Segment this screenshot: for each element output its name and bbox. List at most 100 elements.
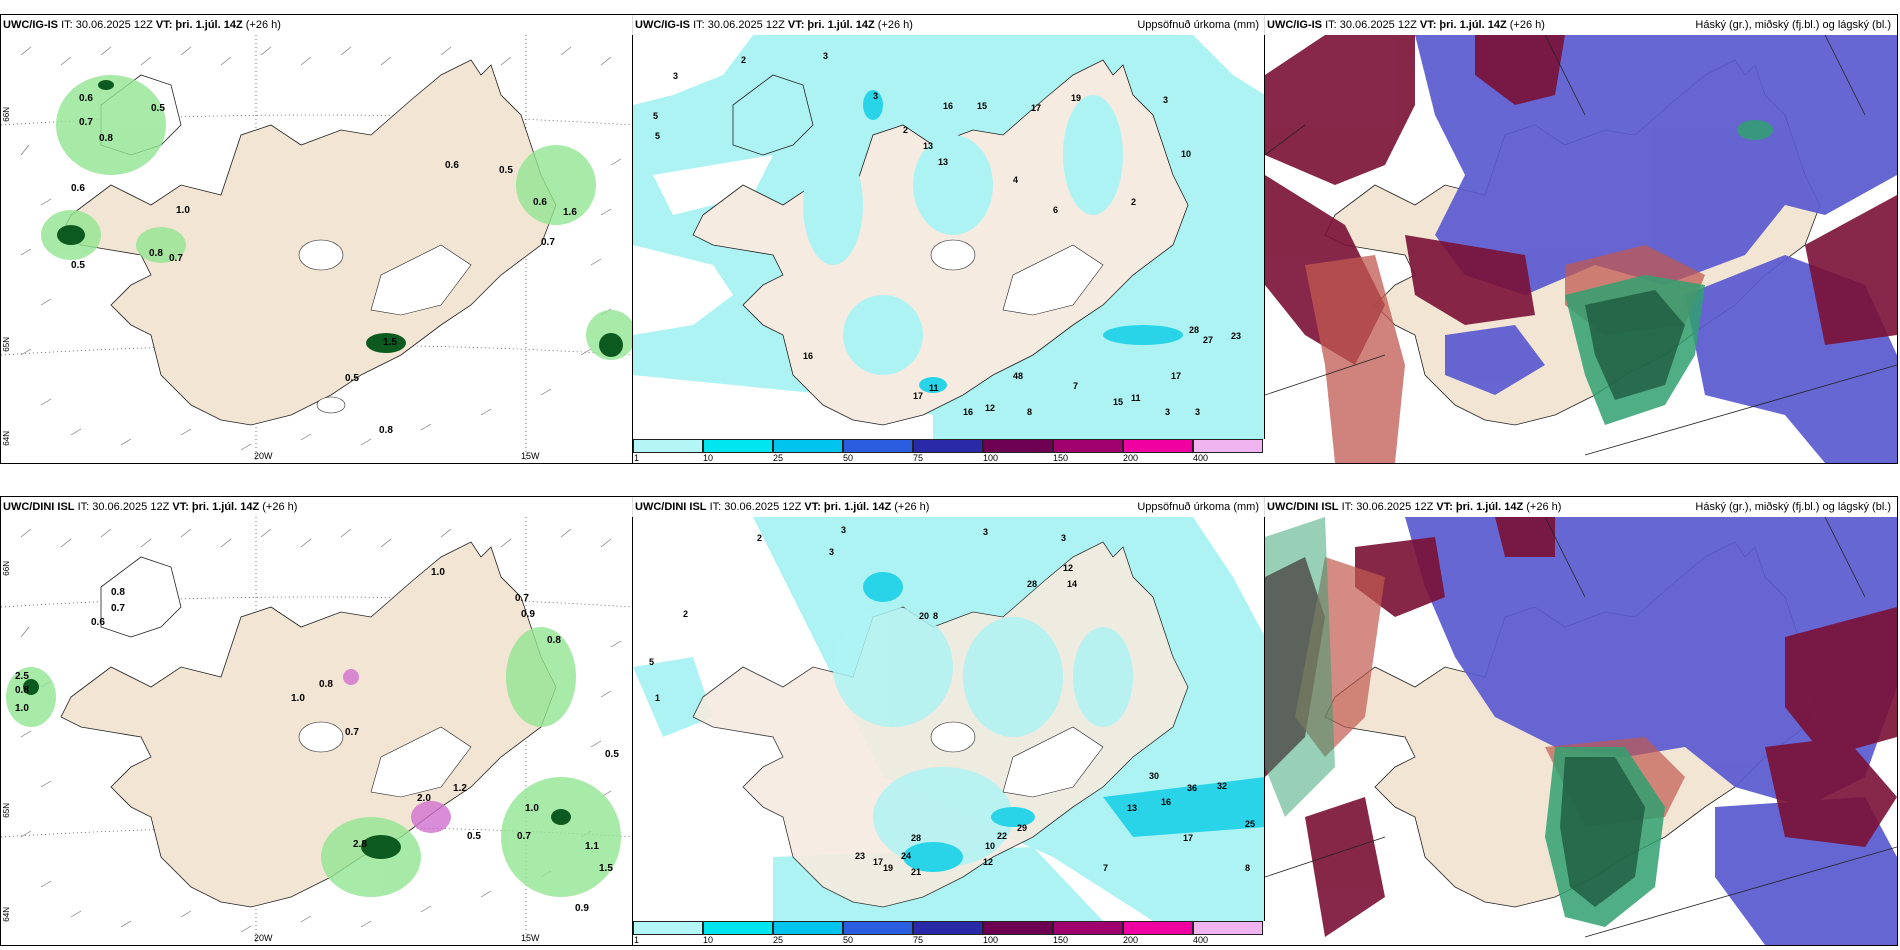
precip-value: 19 [1071, 93, 1082, 103]
precip-value: 24 [901, 851, 912, 861]
precip-value: 15 [1113, 397, 1124, 407]
colorbar-label: 100 [983, 453, 999, 463]
valid-time-label: VT: [1419, 19, 1437, 31]
precip-value: 11 [929, 383, 939, 393]
precip-value: 20 [919, 611, 930, 621]
wind-value: 0.8 [99, 133, 113, 144]
precip-value: 17 [1171, 371, 1182, 381]
longitude-label: 20W [254, 933, 273, 943]
colorbar-label: 200 [1123, 935, 1139, 945]
map-canvas[interactable] [1, 517, 633, 945]
precip-value: 4 [1013, 175, 1019, 185]
colorbar-cell [913, 439, 983, 453]
colorbar-label: 400 [1193, 453, 1209, 463]
precip-value: 16 [943, 101, 954, 111]
precip-value: 16 [963, 407, 974, 417]
model-name: UWC/DINI ISL [635, 501, 707, 513]
precip-value: 5 [649, 657, 655, 667]
wind-value: 1.1 [585, 841, 599, 852]
model-name: UWC/IG-IS [635, 19, 690, 31]
precip-value: 13 [938, 157, 949, 167]
precip-value: 32 [1217, 781, 1228, 791]
model-name: UWC/DINI ISL [3, 501, 75, 513]
precip-value: 21 [911, 867, 922, 877]
latitude-label: 64N [2, 431, 11, 446]
precip-value: 2 [741, 55, 747, 65]
precip-value: 3 [829, 547, 835, 557]
map-canvas[interactable] [633, 35, 1265, 439]
colorbar-cell [703, 439, 773, 453]
panel-dini-precip: UWC/DINI ISL IT: 30.06.2025 12Z VT: þri.… [632, 496, 1266, 946]
colorbar-label: 400 [1193, 935, 1209, 945]
valid-time-label: VT: [787, 19, 805, 31]
valid-time: þri. 1.júl. 14Z [191, 501, 260, 513]
lead-time: (+26 h) [877, 19, 913, 31]
precip-value: 10 [985, 841, 996, 851]
model-name: UWC/IG-IS [3, 19, 58, 31]
precip-value: 1 [655, 693, 661, 703]
wind-value: 0.8 [547, 635, 561, 646]
wind-value: 1.0 [525, 803, 539, 814]
precip-value: 29 [1017, 823, 1028, 833]
wind-value: 0.6 [79, 93, 93, 104]
precip-value: 3 [673, 71, 679, 81]
wind-value: 0.5 [605, 749, 619, 760]
colorbar-cell [633, 921, 703, 935]
lead-time: (+26 h) [245, 19, 281, 31]
precip-value: 27 [1203, 335, 1214, 345]
colorbar-label: 50 [843, 935, 854, 945]
precip-value: 3 [1195, 407, 1201, 417]
map-canvas[interactable] [1265, 35, 1897, 463]
valid-time: þri. 1.júl. 14Z [807, 19, 875, 31]
colorbar-label: 50 [843, 453, 854, 463]
panel-header: UWC/IG-IS IT: 30.06.2025 12Z VT: þri. 1.… [1265, 15, 1897, 35]
precip-value: 2 [683, 609, 689, 619]
colorbar-label: 75 [913, 935, 924, 945]
precip-value: 6 [1053, 205, 1059, 215]
precip-value: 7 [1073, 381, 1079, 391]
wind-value: 2.0 [417, 793, 431, 804]
wind-value: 0.8 [319, 679, 333, 690]
precip-value: 3 [823, 51, 829, 61]
precip-value: 12 [983, 857, 994, 867]
wind-value: 0.8 [111, 587, 125, 598]
wind-value: 1.6 [563, 207, 577, 218]
precip-value: 7 [1103, 863, 1109, 873]
precip-value: 28 [1027, 579, 1038, 589]
colorbar-cell [633, 439, 703, 453]
precip-value: 25 [1245, 819, 1256, 829]
wind-value: 0.6 [533, 197, 547, 208]
precip-value: 3 [1165, 407, 1171, 417]
colorbar-cell [1053, 921, 1123, 935]
latitude-label: 66N [2, 561, 11, 576]
colorbar-cell [1123, 439, 1193, 453]
panel-header: UWC/DINI ISL IT: 30.06.2025 12Z VT: þri.… [633, 497, 1265, 517]
precip-value: 8 [933, 611, 939, 621]
map-canvas[interactable] [1265, 517, 1897, 945]
precip-value: 3 [1061, 533, 1067, 543]
wind-value: 1.0 [176, 205, 190, 216]
precip-value: 8 [1027, 407, 1033, 417]
init-time: IT: 30.06.2025 12Z [693, 19, 785, 31]
precip-value: 11 [1131, 393, 1141, 403]
colorbar-cell [1053, 439, 1123, 453]
precip-value: 36 [1187, 783, 1198, 793]
valid-time-label: VT: [1436, 501, 1453, 513]
wind-value: 0.9 [575, 903, 589, 914]
longitude-label: 15W [521, 933, 540, 943]
precip-value: 3 [983, 527, 989, 537]
colorbar-cell [983, 921, 1053, 935]
model-name: UWC/IG-IS [1267, 19, 1322, 31]
init-time: IT: 30.06.2025 12Z [709, 501, 802, 513]
init-time: IT: 30.06.2025 12Z [77, 501, 170, 513]
precip-value: 15 [977, 101, 988, 111]
init-time: IT: 30.06.2025 12Z [1341, 501, 1434, 513]
map-canvas[interactable] [633, 517, 1265, 921]
wind-value: 1.5 [383, 337, 397, 348]
valid-time: þri. 1.júl. 14Z [823, 501, 892, 513]
valid-time: þri. 1.júl. 14Z [1439, 19, 1507, 31]
lead-time: (+26 h) [262, 501, 298, 513]
wind-value: 0.5 [71, 260, 85, 271]
precip-value: 2 [1131, 197, 1137, 207]
map-canvas[interactable] [1, 35, 633, 463]
